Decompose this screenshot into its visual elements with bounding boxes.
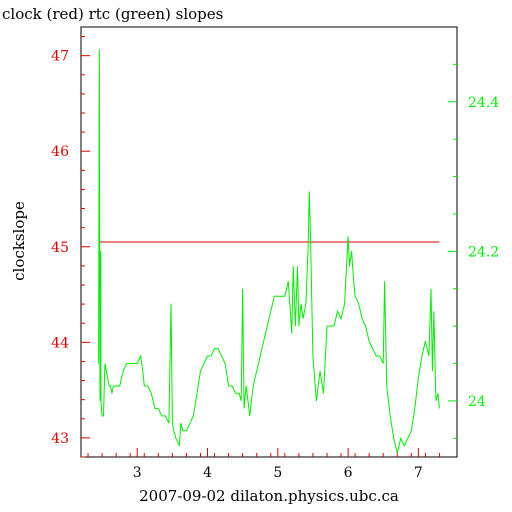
left-y-axis: 43 44 45 46 47	[51, 36, 90, 458]
y-left-tick-label: 46	[51, 144, 69, 160]
y-right-tick-label: 24.2	[468, 244, 499, 260]
y-right-tick-label: 24.4	[468, 95, 499, 111]
x-tick-label: 4	[203, 465, 212, 481]
right-y-axis: 24 24.2 24.4	[448, 63, 499, 439]
y-left-tick-label: 45	[51, 240, 69, 256]
x-tick-label: 3	[133, 465, 142, 481]
x-axis-label: 2007-09-02 dilaton.physics.ubc.ca	[139, 487, 399, 505]
y-axis-label: clockslope	[10, 201, 28, 281]
y-left-tick-label: 44	[51, 335, 69, 351]
y-left-tick-label: 43	[51, 431, 69, 447]
series-layer	[98, 49, 440, 454]
plot-area-border	[80, 26, 458, 458]
y-right-tick-label: 24	[468, 394, 486, 410]
x-tick-label: 5	[273, 465, 282, 481]
x-axis: 3 4 5 6 7	[87, 448, 440, 481]
plot-frame	[80, 26, 458, 458]
chart-title: clock (red) rtc (green) slopes	[2, 5, 223, 23]
x-tick-label: 7	[414, 465, 423, 481]
y-left-tick-label: 47	[51, 49, 69, 65]
rtc-series-line	[98, 49, 440, 454]
x-tick-label: 6	[344, 465, 353, 481]
